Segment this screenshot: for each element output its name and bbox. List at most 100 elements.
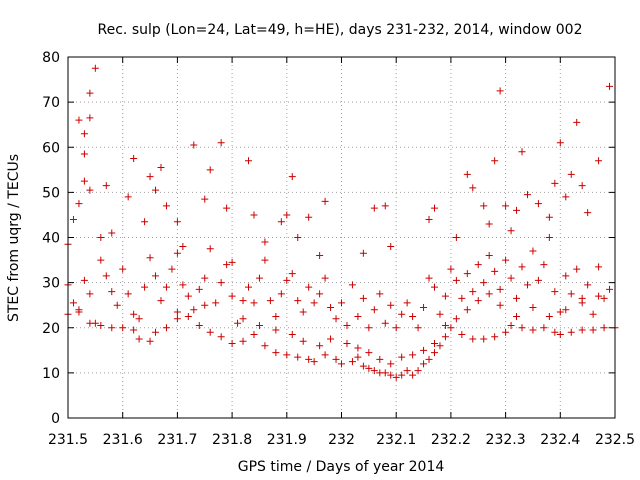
data-point [474,261,482,269]
data-point [381,202,389,210]
data-point [130,326,138,334]
data-point [228,340,236,348]
data-point [496,87,504,95]
data-point [518,324,526,332]
y-tick-label: 0 [51,411,60,427]
data-point [217,279,225,287]
data-point [556,331,564,339]
data-point [288,173,296,181]
data-point [502,256,510,264]
data-point [551,328,559,336]
data-point [119,324,127,332]
data-point [157,297,165,305]
y-tick-label: 70 [42,95,60,111]
data-point [294,234,302,241]
data-point [403,367,411,375]
data-point [135,315,143,323]
y-tick-label: 20 [42,321,60,337]
data-point [75,306,83,314]
data-point [430,283,438,291]
data-point [595,157,603,165]
data-point [261,256,269,264]
data-point [173,308,181,316]
data-point [584,209,592,217]
x-tick-label: 231.8 [212,432,252,448]
data-point [430,204,438,212]
data-point [359,362,367,370]
data-point [545,234,553,241]
data-point [75,116,83,124]
data-point [102,272,110,280]
data-point [190,141,198,149]
data-point [507,321,515,329]
data-point [228,292,236,300]
data-point [130,155,138,163]
data-point [387,360,395,368]
data-point [97,256,105,264]
data-point [567,328,575,336]
data-point [343,340,351,348]
data-point [272,312,280,320]
x-tick-label: 232.4 [540,432,580,448]
data-point [283,351,291,359]
data-point [157,164,165,172]
data-point [152,328,160,336]
data-point [420,303,428,311]
data-point [496,301,504,309]
data-point [152,186,160,194]
data-point [545,312,553,320]
data-point [392,373,400,381]
data-point [513,206,521,214]
data-point [239,297,247,305]
data-point [179,281,187,289]
data-point [310,358,318,366]
y-axis-title: STEC from uqrg / TECUs [6,154,22,322]
data-point [201,195,209,203]
data-point [398,310,406,318]
data-point [370,367,378,375]
data-point [255,274,263,282]
data-point [217,139,225,147]
data-point [370,204,378,212]
data-point [578,326,586,334]
data-point [86,186,94,194]
data-point [556,308,564,316]
data-point [469,184,477,192]
data-point [447,265,455,273]
data-point [354,312,362,320]
data-point [474,297,482,305]
x-axis-title: GPS time / Days of year 2014 [238,459,445,475]
data-point [502,202,510,210]
data-point [365,364,373,372]
data-point [321,274,329,282]
data-point [338,299,345,307]
data-point [409,351,417,359]
data-point [441,292,449,300]
data-point [316,342,324,350]
data-point [184,312,192,320]
data-point [398,353,406,361]
data-point [223,261,231,269]
data-point [562,306,570,314]
data-point [507,227,515,235]
data-point [359,294,367,302]
data-point [430,349,438,357]
data-point [496,285,504,293]
data-point [348,281,356,289]
y-tick-label: 40 [42,231,60,247]
data-point [447,324,455,332]
data-point [480,335,488,343]
data-point [578,182,586,190]
data-point [130,310,138,318]
data-point [179,243,187,251]
data-point [600,324,608,332]
data-point [277,290,285,298]
data-point [97,321,105,329]
data-point [305,283,313,291]
data-point [124,193,132,201]
data-point [420,346,428,354]
data-point [491,333,499,341]
data-point [387,301,395,309]
y-tick-label: 10 [42,366,60,382]
